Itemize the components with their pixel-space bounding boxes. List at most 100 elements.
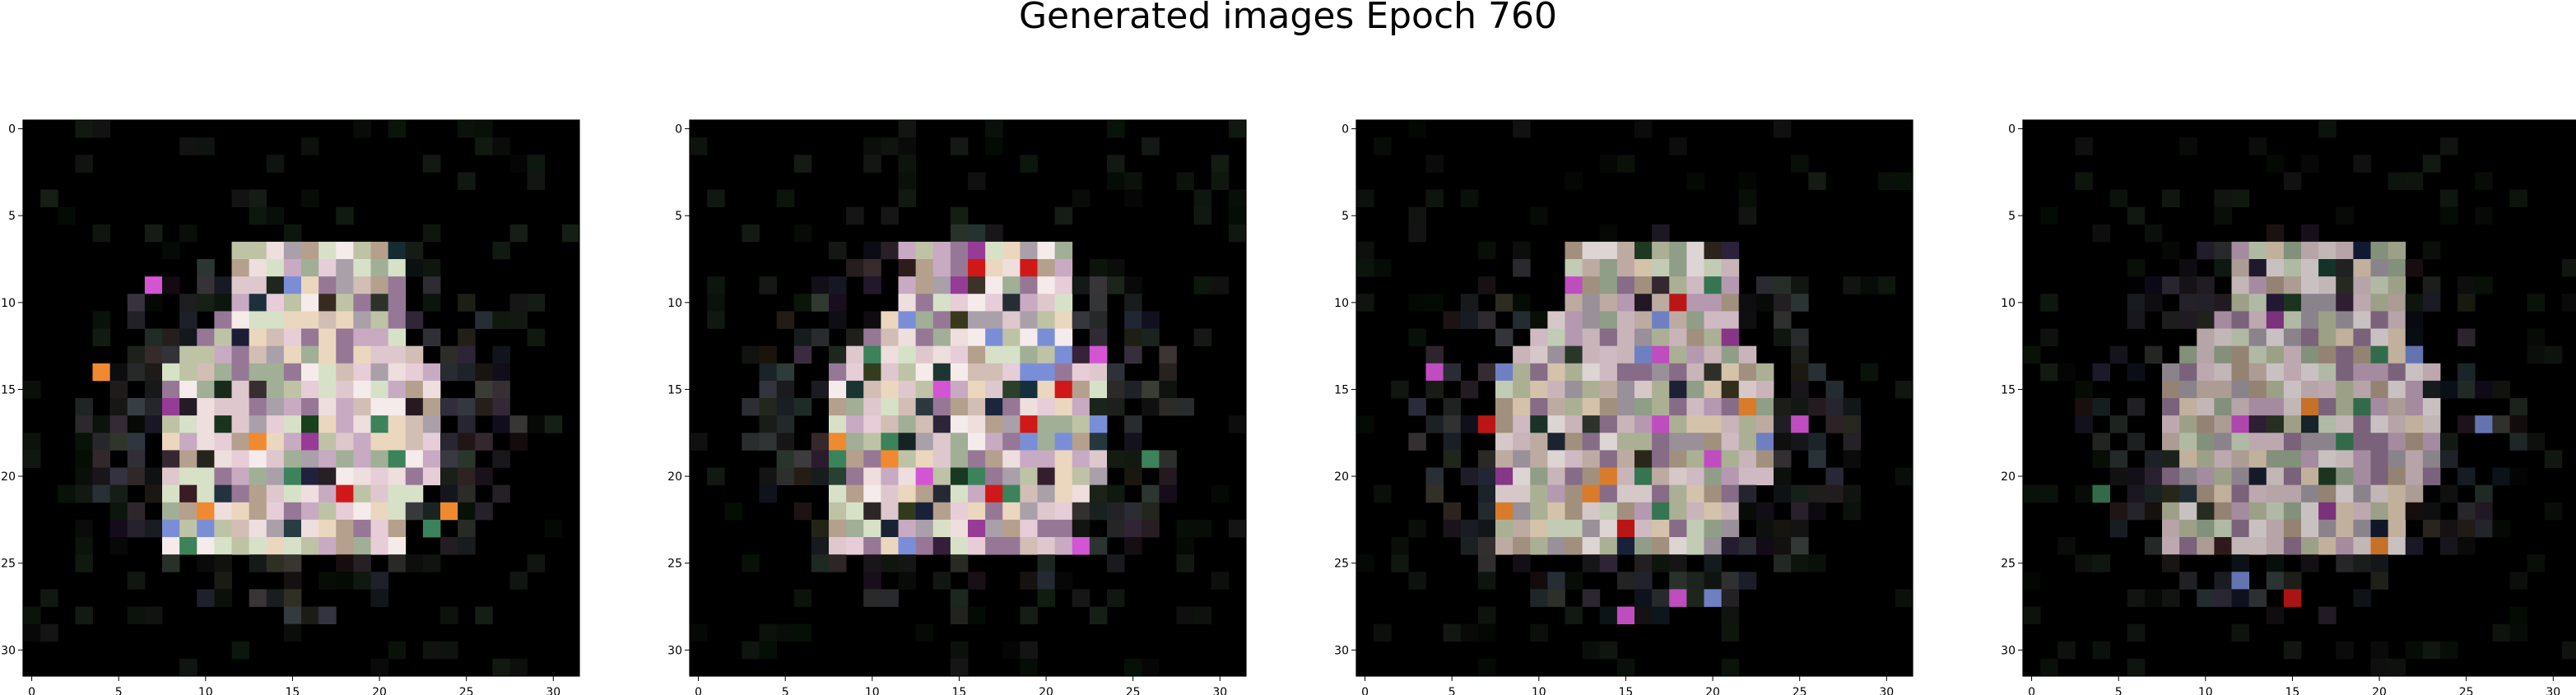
pixel <box>371 415 389 433</box>
pixel <box>1600 242 1618 260</box>
pixel <box>1825 485 1844 503</box>
pixel <box>128 398 146 416</box>
pixel <box>2249 468 2267 486</box>
pixel <box>1652 259 1670 277</box>
pixel <box>1461 468 1479 486</box>
pixel <box>916 364 934 382</box>
pixel <box>2440 137 2458 155</box>
pixel <box>284 624 302 642</box>
pixel <box>528 294 546 312</box>
pixel <box>23 624 41 642</box>
pixel <box>968 398 986 416</box>
pixel <box>1229 415 1247 433</box>
pixel <box>1686 572 1704 590</box>
pixel <box>1722 503 1740 521</box>
pixel <box>406 485 424 503</box>
pixel <box>2318 520 2337 538</box>
pixel <box>214 554 232 572</box>
pixel <box>985 311 1003 329</box>
pixel <box>760 364 778 382</box>
pixel <box>1617 520 1635 538</box>
pixel <box>951 537 969 555</box>
pixel <box>93 450 111 468</box>
pixel <box>2406 329 2424 347</box>
pixel <box>1686 468 1704 486</box>
pixel <box>2197 276 2215 294</box>
pixel <box>863 433 881 451</box>
pixel <box>197 398 215 416</box>
pixel <box>388 537 407 555</box>
x-tick-label: 30 <box>1212 686 1227 695</box>
pixel <box>1159 364 1177 382</box>
pixel <box>353 485 371 503</box>
pixel <box>475 433 493 451</box>
pixel <box>232 398 250 416</box>
pixel <box>1583 503 1601 521</box>
pixel <box>1634 398 1653 416</box>
pixel <box>899 259 917 277</box>
pixel <box>1565 537 1583 555</box>
pixel <box>881 311 899 329</box>
pixel <box>1895 381 1913 399</box>
pixel <box>1530 415 1548 433</box>
pixel <box>162 398 180 416</box>
pixel <box>1652 450 1670 468</box>
pixel <box>863 450 881 468</box>
pixel <box>899 485 917 503</box>
pixel <box>562 225 580 243</box>
pixel <box>899 242 917 260</box>
pixel <box>846 329 864 347</box>
pixel <box>1686 433 1704 451</box>
pixel <box>968 259 986 277</box>
pixel <box>1808 433 1826 451</box>
pixel <box>951 311 969 329</box>
pixel <box>2388 659 2406 677</box>
pixel <box>1038 485 1056 503</box>
pixel <box>2232 398 2250 416</box>
pixel <box>1478 450 1496 468</box>
pixel <box>423 520 441 538</box>
pixel <box>2475 520 2493 538</box>
pixel <box>2214 520 2232 538</box>
pixel <box>249 311 267 329</box>
pixel <box>93 485 111 503</box>
pixel <box>1072 415 1090 433</box>
pixel <box>23 433 41 451</box>
pixel <box>2353 398 2371 416</box>
pixel <box>2145 450 2163 468</box>
pixel <box>2336 346 2354 364</box>
pixel <box>1426 364 1444 382</box>
pixel <box>2440 207 2458 225</box>
pixel <box>1600 225 1618 243</box>
pixel <box>423 468 441 486</box>
pixel <box>1426 346 1444 364</box>
pixel <box>1739 294 1757 312</box>
pixel <box>742 398 760 416</box>
pixel <box>1583 311 1601 329</box>
pixel <box>2406 294 2424 312</box>
pixel <box>301 242 319 260</box>
pixel <box>197 415 215 433</box>
pixel <box>267 294 285 312</box>
pixel <box>916 433 934 451</box>
pixel <box>1600 554 1618 572</box>
pixel <box>284 364 302 382</box>
pixel <box>1107 589 1125 607</box>
pixel <box>388 259 407 277</box>
pixel <box>232 364 250 382</box>
pixel <box>1513 364 1531 382</box>
pixel <box>1159 485 1177 503</box>
pixel <box>232 329 250 347</box>
pixel <box>1002 398 1021 416</box>
pixel <box>162 520 180 538</box>
pixel <box>1617 607 1635 625</box>
pixel <box>899 276 917 294</box>
pixel <box>1478 554 1496 572</box>
pixel <box>1408 329 1426 347</box>
pixel <box>2318 607 2337 625</box>
pixel <box>1124 433 1142 451</box>
pixel <box>968 433 986 451</box>
pixel <box>1090 259 1108 277</box>
pixel <box>2249 346 2267 364</box>
pixel <box>2318 415 2337 433</box>
